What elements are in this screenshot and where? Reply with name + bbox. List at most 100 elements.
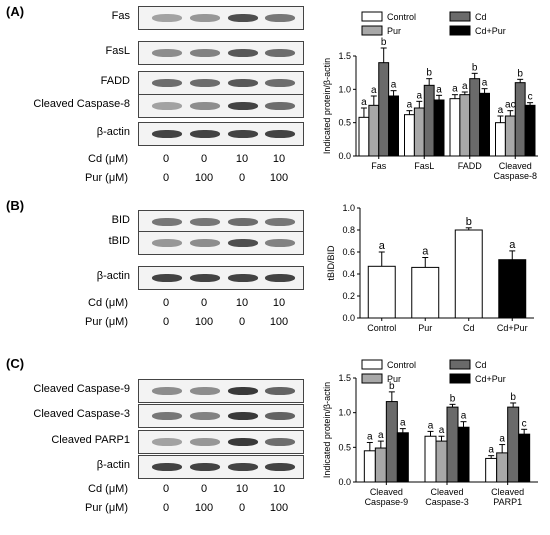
significance-letter: a — [367, 431, 373, 442]
blot-band — [152, 218, 182, 226]
bar — [404, 114, 415, 157]
condition-value: 10 — [272, 483, 286, 495]
condition-value: 0 — [162, 483, 170, 495]
bar — [507, 406, 520, 483]
significance-letter: b — [450, 393, 456, 404]
condition-label: Cd (μM) — [88, 153, 128, 165]
blot-band — [228, 463, 258, 471]
condition-label: Pur (μM) — [84, 172, 128, 184]
significance-letter: b — [466, 216, 472, 228]
condition-value: 0 — [238, 502, 246, 514]
blot-band — [265, 412, 295, 420]
x-tick-label: Fas — [371, 161, 387, 171]
blot-band — [265, 79, 295, 87]
blot-strip — [138, 231, 304, 255]
blot-band — [190, 49, 220, 57]
blot-band — [228, 412, 258, 420]
blot-label: tBID — [108, 235, 130, 247]
condition-value: 0 — [200, 153, 208, 165]
condition-value: 0 — [238, 172, 246, 184]
x-tick-label: FasL — [414, 161, 434, 171]
significance-letter: a — [391, 80, 397, 91]
legend-label: Cd+Pur — [475, 374, 506, 384]
condition-value: 100 — [194, 502, 214, 514]
blot-band — [152, 14, 182, 22]
blot-label: β-actin — [96, 459, 130, 471]
condition-value: 0 — [200, 297, 208, 309]
blot-label: Cleaved Caspase-8 — [33, 98, 130, 110]
significance-letter: b — [381, 37, 387, 48]
x-tick-label: Cd — [463, 323, 475, 333]
blot-band — [152, 438, 182, 446]
bar — [518, 433, 531, 483]
bar — [449, 98, 461, 157]
bar — [363, 450, 376, 483]
blot-band — [228, 438, 258, 446]
significance-letter: a — [400, 418, 406, 429]
bar — [396, 432, 409, 483]
significance-letter: a — [428, 420, 434, 431]
condition-label: Pur (μM) — [84, 316, 128, 328]
blot-strip — [138, 122, 304, 146]
y-tick-label: 0.5 — [338, 442, 351, 452]
y-tick-label: 0.2 — [342, 291, 355, 301]
blot-band — [265, 239, 295, 247]
blot-strip — [138, 430, 304, 454]
blot-label: Cleaved Caspase-3 — [33, 408, 130, 420]
legend-swatch — [449, 11, 471, 22]
blot-strip — [138, 455, 304, 479]
bar — [495, 122, 506, 157]
y-tick-label: 0.5 — [338, 118, 351, 128]
legend-label: Cd — [475, 12, 487, 22]
significance-letter: a — [379, 240, 386, 252]
condition-value: 100 — [269, 316, 289, 328]
blot-band — [265, 274, 295, 282]
significance-letter: a — [407, 100, 413, 111]
condition-value: 0 — [162, 297, 170, 309]
blot-band — [265, 102, 295, 110]
blot-strip — [138, 6, 304, 30]
significance-letter: a — [361, 97, 367, 108]
legend-label: Cd+Pur — [475, 26, 506, 36]
blot-band — [190, 218, 220, 226]
blot-band — [228, 387, 258, 395]
bar — [514, 82, 526, 157]
bar — [374, 447, 387, 483]
significance-letter: b — [389, 381, 395, 392]
condition-value: 100 — [269, 172, 289, 184]
y-tick-label: 1.0 — [342, 203, 355, 213]
y-axis-label: tBID/BID — [326, 245, 336, 281]
blot-band — [265, 463, 295, 471]
blot-band — [152, 274, 182, 282]
blot-band — [152, 387, 182, 395]
blot-band — [190, 274, 220, 282]
blot-band — [228, 79, 258, 87]
blot-strip — [138, 94, 304, 118]
condition-value: 100 — [269, 502, 289, 514]
significance-letter: b — [472, 62, 478, 73]
condition-value: 0 — [162, 153, 170, 165]
blot-strip — [138, 41, 304, 65]
blot-band — [265, 130, 295, 138]
bar — [454, 229, 483, 319]
condition-label: Pur (μM) — [84, 502, 128, 514]
bar — [423, 84, 435, 157]
significance-letter: a — [436, 84, 442, 95]
y-axis-label: Indicated protein/β-actin — [322, 382, 332, 478]
blot-band — [265, 218, 295, 226]
significance-letter: b — [510, 392, 516, 403]
y-tick-label: 0.8 — [342, 225, 355, 235]
bar — [435, 440, 448, 483]
significance-letter: a — [439, 425, 445, 436]
bar-chart: 0.0 0.5 1.0 1.5 Indicated protein/β-actin Cle… — [322, 359, 538, 507]
blot-band — [152, 102, 182, 110]
legend-swatch — [361, 373, 383, 384]
blot-strip — [138, 71, 304, 95]
condition-value: 100 — [194, 316, 214, 328]
legend-swatch — [361, 11, 383, 22]
bar — [358, 116, 370, 157]
blot-band — [152, 239, 182, 247]
significance-letter: a — [422, 246, 429, 258]
significance-letter: a — [461, 411, 467, 422]
significance-letter: a — [499, 434, 505, 445]
